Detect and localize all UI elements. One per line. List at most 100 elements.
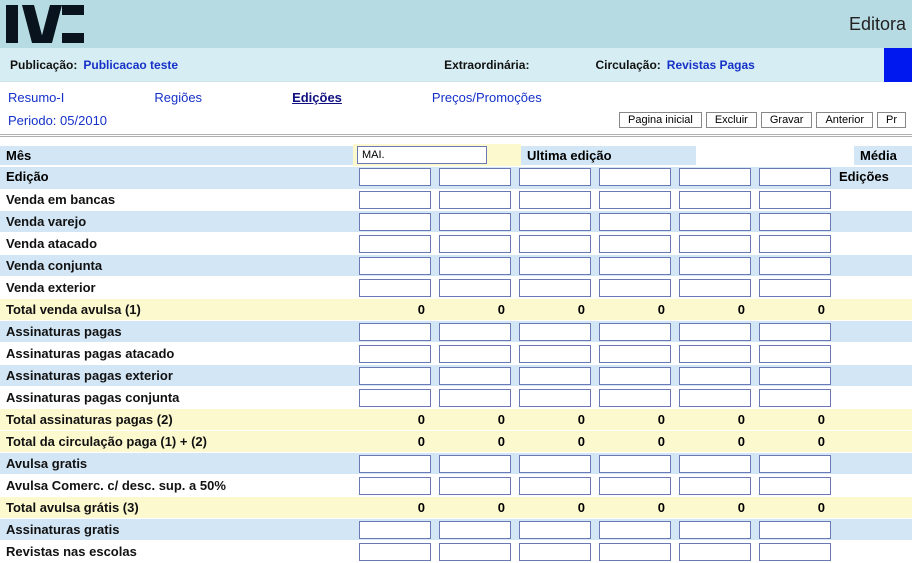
- ass-pagas-atacado-1[interactable]: [359, 345, 431, 363]
- venda-atacado-2[interactable]: [439, 235, 511, 253]
- rev-escolas-1[interactable]: [359, 543, 431, 561]
- venda-conjunta-2[interactable]: [439, 257, 511, 275]
- avulsa-gratis-5[interactable]: [679, 455, 751, 473]
- avulsa-comerc-2[interactable]: [439, 477, 511, 495]
- avulsa-comerc-3[interactable]: [519, 477, 591, 495]
- venda-varejo-3[interactable]: [519, 213, 591, 231]
- home-button[interactable]: Pagina inicial: [619, 112, 702, 128]
- ass-pagas-conjunta-1[interactable]: [359, 389, 431, 407]
- ass-pagas-1[interactable]: [359, 323, 431, 341]
- avulsa-gratis-2[interactable]: [439, 455, 511, 473]
- ass-pagas-conjunta-4[interactable]: [599, 389, 671, 407]
- tab-regioes[interactable]: Regiões: [154, 90, 202, 105]
- rev-escolas-5[interactable]: [679, 543, 751, 561]
- ass-pagas-atacado-3[interactable]: [519, 345, 591, 363]
- venda-conjunta-4[interactable]: [599, 257, 671, 275]
- edicao-input-6[interactable]: [759, 168, 831, 186]
- label-total-ass-pagas: Total assinaturas pagas (2): [0, 410, 353, 429]
- venda-exterior-2[interactable]: [439, 279, 511, 297]
- avulsa-comerc-5[interactable]: [679, 477, 751, 495]
- edicao-input-5[interactable]: [679, 168, 751, 186]
- venda-bancas-1[interactable]: [359, 191, 431, 209]
- venda-atacado-4[interactable]: [599, 235, 671, 253]
- ass-pagas-atacado-4[interactable]: [599, 345, 671, 363]
- ass-pagas-atacado-5[interactable]: [679, 345, 751, 363]
- venda-conjunta-6[interactable]: [759, 257, 831, 275]
- venda-varejo-4[interactable]: [599, 213, 671, 231]
- ass-pagas-4[interactable]: [599, 323, 671, 341]
- ass-pagas-exterior-1[interactable]: [359, 367, 431, 385]
- venda-conjunta-5[interactable]: [679, 257, 751, 275]
- ass-pagas-conjunta-2[interactable]: [439, 389, 511, 407]
- venda-varejo-1[interactable]: [359, 213, 431, 231]
- venda-exterior-3[interactable]: [519, 279, 591, 297]
- avulsa-comerc-1[interactable]: [359, 477, 431, 495]
- ass-gratis-3[interactable]: [519, 521, 591, 539]
- venda-varejo-5[interactable]: [679, 213, 751, 231]
- venda-bancas-2[interactable]: [439, 191, 511, 209]
- row-venda-conjunta: Venda conjunta: [0, 255, 912, 277]
- venda-bancas-3[interactable]: [519, 191, 591, 209]
- avulsa-gratis-4[interactable]: [599, 455, 671, 473]
- tab-resumo[interactable]: Resumo-I: [8, 90, 64, 105]
- venda-atacado-5[interactable]: [679, 235, 751, 253]
- venda-bancas-6[interactable]: [759, 191, 831, 209]
- avulsa-gratis-3[interactable]: [519, 455, 591, 473]
- ass-pagas-6[interactable]: [759, 323, 831, 341]
- venda-conjunta-3[interactable]: [519, 257, 591, 275]
- rev-escolas-2[interactable]: [439, 543, 511, 561]
- ass-pagas-atacado-6[interactable]: [759, 345, 831, 363]
- ass-gratis-2[interactable]: [439, 521, 511, 539]
- venda-exterior-5[interactable]: [679, 279, 751, 297]
- ass-pagas-exterior-3[interactable]: [519, 367, 591, 385]
- ass-pagas-exterior-2[interactable]: [439, 367, 511, 385]
- ass-pagas-conjunta-5[interactable]: [679, 389, 751, 407]
- label-venda-atacado: Venda atacado: [0, 234, 353, 253]
- avulsa-gratis-1[interactable]: [359, 455, 431, 473]
- anterior-button[interactable]: Anterior: [816, 112, 873, 128]
- venda-varejo-2[interactable]: [439, 213, 511, 231]
- edicao-input-3[interactable]: [519, 168, 591, 186]
- venda-varejo-6[interactable]: [759, 213, 831, 231]
- ass-gratis-1[interactable]: [359, 521, 431, 539]
- venda-exterior-1[interactable]: [359, 279, 431, 297]
- edicao-input-4[interactable]: [599, 168, 671, 186]
- avulsa-comerc-4[interactable]: [599, 477, 671, 495]
- ass-pagas-3[interactable]: [519, 323, 591, 341]
- ass-gratis-6[interactable]: [759, 521, 831, 539]
- edicao-input-2[interactable]: [439, 168, 511, 186]
- ass-pagas-exterior-4[interactable]: [599, 367, 671, 385]
- venda-conjunta-1[interactable]: [359, 257, 431, 275]
- pub-value[interactable]: Publicacao teste: [83, 58, 178, 72]
- venda-exterior-4[interactable]: [599, 279, 671, 297]
- venda-exterior-6[interactable]: [759, 279, 831, 297]
- excluir-button[interactable]: Excluir: [706, 112, 757, 128]
- total-ass-pagas-6: 0: [753, 411, 833, 428]
- ass-pagas-conjunta-3[interactable]: [519, 389, 591, 407]
- tab-edicoes[interactable]: Edições: [292, 90, 342, 105]
- edicao-input-1[interactable]: [359, 168, 431, 186]
- avulsa-gratis-6[interactable]: [759, 455, 831, 473]
- ass-pagas-5[interactable]: [679, 323, 751, 341]
- avulsa-comerc-6[interactable]: [759, 477, 831, 495]
- rev-escolas-6[interactable]: [759, 543, 831, 561]
- rev-escolas-3[interactable]: [519, 543, 591, 561]
- ass-pagas-exterior-5[interactable]: [679, 367, 751, 385]
- tab-precos[interactable]: Preços/Promoções: [432, 90, 542, 105]
- ass-gratis-5[interactable]: [679, 521, 751, 539]
- venda-bancas-4[interactable]: [599, 191, 671, 209]
- circ-value[interactable]: Revistas Pagas: [667, 58, 755, 72]
- rev-escolas-4[interactable]: [599, 543, 671, 561]
- ass-pagas-atacado-2[interactable]: [439, 345, 511, 363]
- ass-pagas-conjunta-6[interactable]: [759, 389, 831, 407]
- gravar-button[interactable]: Gravar: [761, 112, 813, 128]
- venda-bancas-5[interactable]: [679, 191, 751, 209]
- ass-pagas-exterior-6[interactable]: [759, 367, 831, 385]
- venda-atacado-6[interactable]: [759, 235, 831, 253]
- ass-pagas-2[interactable]: [439, 323, 511, 341]
- venda-atacado-1[interactable]: [359, 235, 431, 253]
- mes-input[interactable]: [357, 146, 487, 164]
- ass-gratis-4[interactable]: [599, 521, 671, 539]
- proximo-button[interactable]: Pr: [877, 112, 906, 128]
- venda-atacado-3[interactable]: [519, 235, 591, 253]
